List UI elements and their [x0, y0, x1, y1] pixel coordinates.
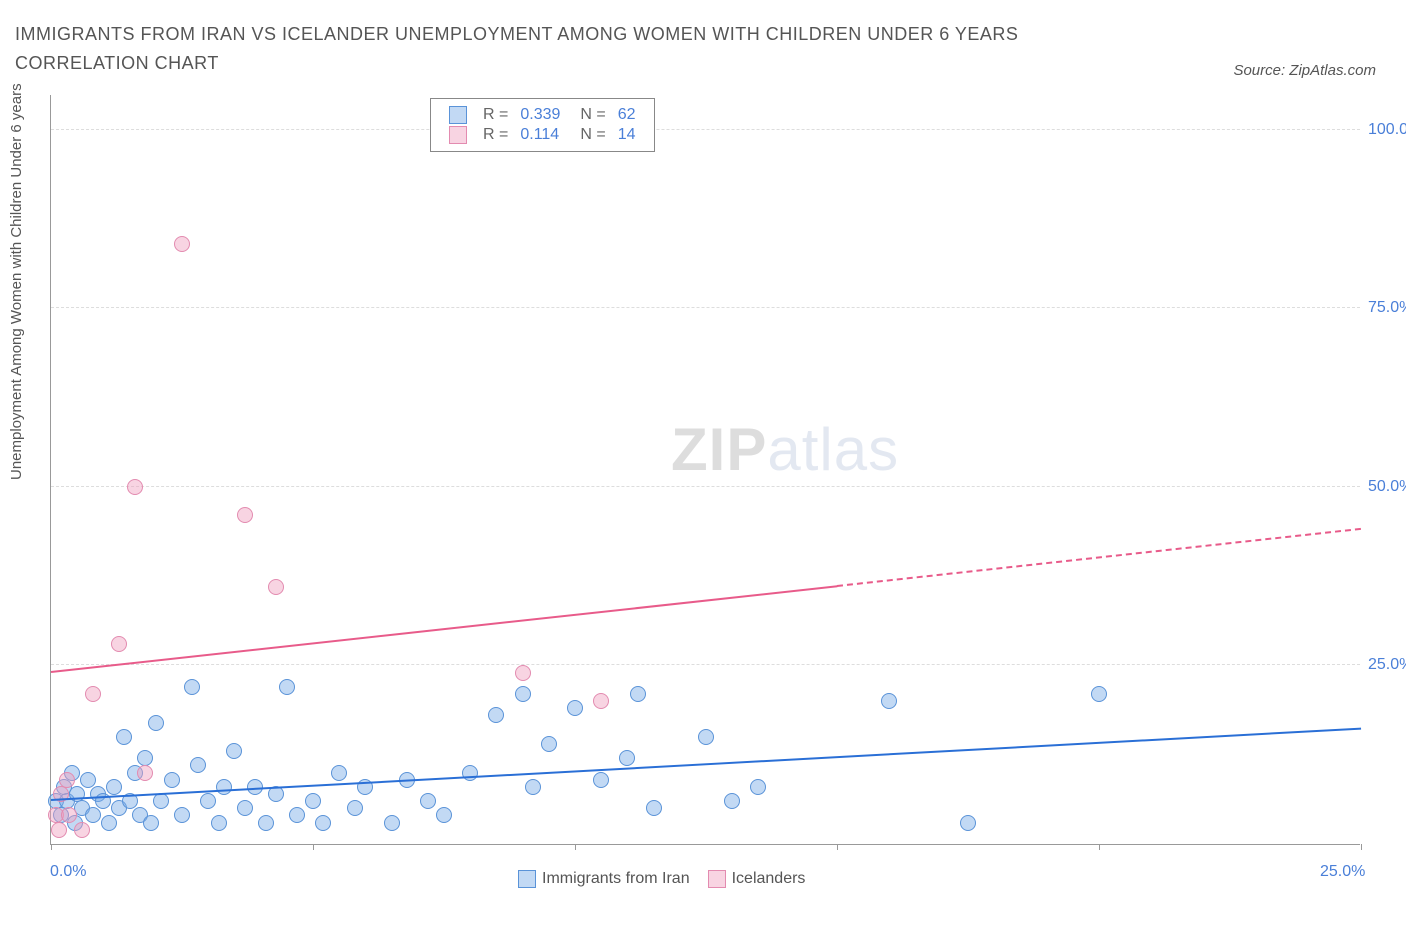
legend-r-label: R = — [477, 125, 514, 145]
data-point — [315, 815, 331, 831]
legend-n-value: 62 — [612, 105, 642, 125]
legend-n-label: N = — [566, 125, 611, 145]
legend-series: Immigrants from Iran Icelanders — [500, 870, 805, 888]
legend-r-label: R = — [477, 105, 514, 125]
data-point — [164, 772, 180, 788]
source-attribution: Source: ZipAtlas.com — [1233, 62, 1376, 79]
data-point — [567, 700, 583, 716]
data-point — [515, 665, 531, 681]
gridline — [51, 129, 1360, 130]
data-point — [143, 815, 159, 831]
data-point — [268, 579, 284, 595]
data-point — [116, 729, 132, 745]
x-tick — [313, 844, 314, 850]
gridline — [51, 486, 1360, 487]
data-point — [646, 800, 662, 816]
legend-n-value: 14 — [612, 125, 642, 145]
x-tick — [51, 844, 52, 850]
trend-line — [51, 585, 837, 673]
legend-swatch — [518, 870, 536, 888]
data-point — [61, 807, 77, 823]
legend-r-value: 0.339 — [514, 105, 566, 125]
data-point — [190, 757, 206, 773]
data-point — [488, 707, 504, 723]
watermark: ZIPatlas — [671, 415, 899, 484]
data-point — [59, 772, 75, 788]
y-axis-label: Unemployment Among Women with Children U… — [8, 83, 25, 480]
data-point — [184, 679, 200, 695]
legend-swatch — [449, 126, 467, 144]
legend-series-label: Immigrants from Iran — [542, 870, 690, 887]
x-tick — [1099, 844, 1100, 850]
data-point — [593, 693, 609, 709]
legend-correlation: R =0.339N =62R =0.114N =14 — [430, 98, 655, 152]
y-tick-label: 100.0% — [1368, 121, 1406, 139]
data-point — [237, 507, 253, 523]
watermark-zip: ZIP — [671, 416, 767, 483]
data-point — [111, 636, 127, 652]
data-point — [289, 807, 305, 823]
data-point — [1091, 686, 1107, 702]
gridline — [51, 664, 1360, 665]
x-tick-label: 25.0% — [1320, 863, 1365, 881]
data-point — [619, 750, 635, 766]
data-point — [85, 686, 101, 702]
data-point — [237, 800, 253, 816]
data-point — [51, 822, 67, 838]
data-point — [593, 772, 609, 788]
data-point — [174, 807, 190, 823]
data-point — [436, 807, 452, 823]
legend-table: R =0.339N =62R =0.114N =14 — [443, 105, 642, 145]
data-point — [750, 779, 766, 795]
data-point — [216, 779, 232, 795]
trend-line — [837, 528, 1361, 587]
data-point — [525, 779, 541, 795]
legend-r-value: 0.114 — [514, 125, 566, 145]
y-tick-label: 50.0% — [1368, 478, 1406, 496]
data-point — [101, 815, 117, 831]
legend-swatch — [449, 106, 467, 124]
data-point — [279, 679, 295, 695]
legend-n-label: N = — [566, 105, 611, 125]
data-point — [305, 793, 321, 809]
x-tick — [837, 844, 838, 850]
data-point — [258, 815, 274, 831]
data-point — [200, 793, 216, 809]
legend-swatch — [708, 870, 726, 888]
x-tick — [575, 844, 576, 850]
data-point — [137, 765, 153, 781]
data-point — [148, 715, 164, 731]
data-point — [541, 736, 557, 752]
y-tick-label: 25.0% — [1368, 656, 1406, 674]
data-point — [153, 793, 169, 809]
data-point — [515, 686, 531, 702]
data-point — [960, 815, 976, 831]
data-point — [127, 479, 143, 495]
legend-row: R =0.114N =14 — [443, 125, 642, 145]
data-point — [420, 793, 436, 809]
legend-row: R =0.339N =62 — [443, 105, 642, 125]
data-point — [881, 693, 897, 709]
y-tick-label: 75.0% — [1368, 299, 1406, 317]
data-point — [384, 815, 400, 831]
watermark-atlas: atlas — [767, 416, 899, 483]
chart-title: IMMIGRANTS FROM IRAN VS ICELANDER UNEMPL… — [15, 20, 1115, 78]
data-point — [347, 800, 363, 816]
data-point — [331, 765, 347, 781]
gridline — [51, 307, 1360, 308]
x-tick — [1361, 844, 1362, 850]
plot-area: ZIPatlas — [50, 95, 1360, 845]
data-point — [211, 815, 227, 831]
x-tick-label: 0.0% — [50, 863, 86, 881]
data-point — [80, 772, 96, 788]
data-point — [724, 793, 740, 809]
data-point — [630, 686, 646, 702]
legend-series-label: Icelanders — [732, 870, 806, 887]
data-point — [698, 729, 714, 745]
data-point — [174, 236, 190, 252]
data-point — [226, 743, 242, 759]
data-point — [74, 822, 90, 838]
data-point — [85, 807, 101, 823]
data-point — [106, 779, 122, 795]
